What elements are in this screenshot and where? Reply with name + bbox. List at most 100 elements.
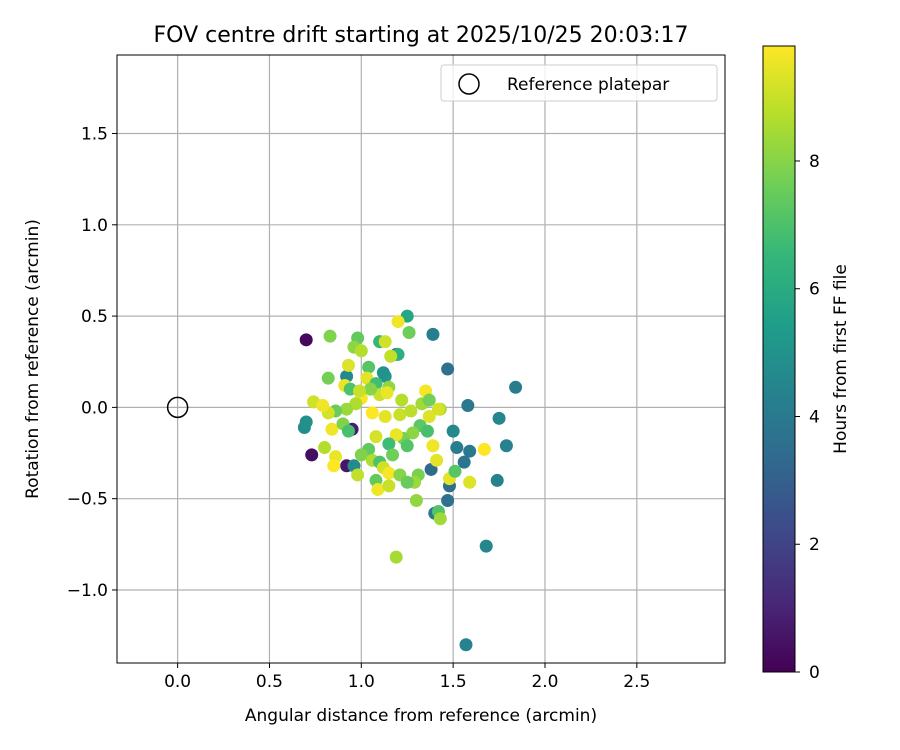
data-point <box>371 483 385 497</box>
data-point <box>299 415 313 429</box>
data-point <box>509 380 523 394</box>
data-point <box>321 371 335 385</box>
data-point <box>479 539 493 553</box>
colorbar-ticks: 0 2 4 6 8 <box>795 152 820 683</box>
data-point <box>441 362 455 376</box>
x-axis-ticks: 0.0 0.5 1.0 1.5 2.0 2.5 <box>164 663 650 692</box>
data-point <box>316 399 330 413</box>
legend-marker-icon <box>458 73 480 95</box>
y-tick-label: 1.0 <box>81 216 108 236</box>
data-point <box>382 479 396 493</box>
x-axis-label: Angular distance from reference (arcmin) <box>245 706 597 726</box>
data-point <box>354 448 368 462</box>
colorbar: 0 2 4 6 8 Hours from first FF file <box>762 45 851 683</box>
data-point <box>420 424 434 438</box>
colorbar-gradient <box>762 45 796 673</box>
data-point <box>325 422 339 436</box>
data-point <box>431 402 445 416</box>
data-point <box>305 448 319 462</box>
grid-lines <box>117 55 725 663</box>
data-point <box>441 494 455 508</box>
colorbar-tick-label: 8 <box>809 152 820 172</box>
reference-point-layer <box>166 396 189 419</box>
data-point <box>426 327 440 341</box>
y-tick-label: 0.5 <box>81 307 108 327</box>
data-point <box>351 468 365 482</box>
data-point <box>386 448 400 462</box>
colorbar-tick-label: 4 <box>809 407 820 427</box>
data-point <box>490 473 504 487</box>
legend-label: Reference platepar <box>507 75 669 95</box>
data-point <box>382 437 396 451</box>
data-point <box>402 326 416 340</box>
data-point <box>433 512 447 526</box>
y-tick-label: 1.5 <box>81 125 108 145</box>
data-point <box>448 464 462 478</box>
data-point <box>352 384 366 398</box>
x-tick-label: 1.5 <box>440 672 467 692</box>
y-tick-label: −1.0 <box>67 581 108 601</box>
data-point <box>463 475 477 489</box>
data-points <box>297 309 523 652</box>
legend: Reference platepar <box>440 64 718 102</box>
data-point <box>426 439 440 453</box>
data-point <box>389 428 403 442</box>
data-point <box>400 439 414 453</box>
data-point <box>318 441 332 455</box>
chart-title: FOV centre drift starting at 2025/10/25 … <box>154 23 689 48</box>
data-point <box>463 444 477 458</box>
y-axis-label: Rotation from reference (arcmin) <box>23 219 43 499</box>
data-point <box>378 335 392 349</box>
colorbar-tick-label: 0 <box>809 663 820 683</box>
data-point <box>362 360 376 374</box>
data-point <box>404 404 418 418</box>
y-axis-ticks: −1.0 −0.5 0.0 0.5 1.0 1.5 <box>67 125 117 601</box>
data-point <box>376 366 390 380</box>
data-point <box>422 410 436 424</box>
data-point <box>409 494 423 508</box>
colorbar-tick-label: 6 <box>809 280 820 300</box>
x-tick-label: 2.0 <box>531 672 558 692</box>
data-point <box>327 459 341 473</box>
data-point <box>299 333 313 347</box>
data-point <box>492 411 506 425</box>
data-point <box>340 402 354 416</box>
data-point <box>393 408 407 422</box>
data-point <box>446 424 460 438</box>
x-tick-label: 1.0 <box>348 672 375 692</box>
x-tick-label: 2.5 <box>623 672 650 692</box>
x-tick-label: 0.0 <box>164 672 191 692</box>
data-point <box>457 455 471 469</box>
y-tick-label: −0.5 <box>67 490 108 510</box>
data-point <box>461 399 475 413</box>
data-point <box>380 386 394 400</box>
data-point <box>354 344 368 358</box>
data-point <box>363 382 377 396</box>
data-point <box>341 424 355 438</box>
colorbar-label: Hours from first FF file <box>831 264 851 454</box>
data-point <box>459 638 473 652</box>
data-point <box>389 550 403 564</box>
reference-platepar-point <box>166 396 189 419</box>
data-point <box>365 406 379 420</box>
data-point <box>369 430 383 444</box>
plot-frame <box>116 54 726 664</box>
data-point <box>477 442 491 456</box>
data-point <box>341 358 355 372</box>
data-point <box>400 475 414 489</box>
data-point <box>378 410 392 424</box>
x-tick-label: 0.5 <box>256 672 283 692</box>
colorbar-tick-label: 2 <box>809 535 820 555</box>
y-tick-label: 0.0 <box>81 398 108 418</box>
data-point <box>395 393 409 407</box>
legend-box <box>440 64 718 102</box>
data-point <box>430 453 444 467</box>
data-point <box>384 349 398 363</box>
data-point <box>391 315 405 329</box>
data-point <box>450 441 464 455</box>
data-point <box>422 393 436 407</box>
data-point <box>323 329 337 343</box>
data-point <box>499 439 513 453</box>
data-point <box>382 466 396 480</box>
